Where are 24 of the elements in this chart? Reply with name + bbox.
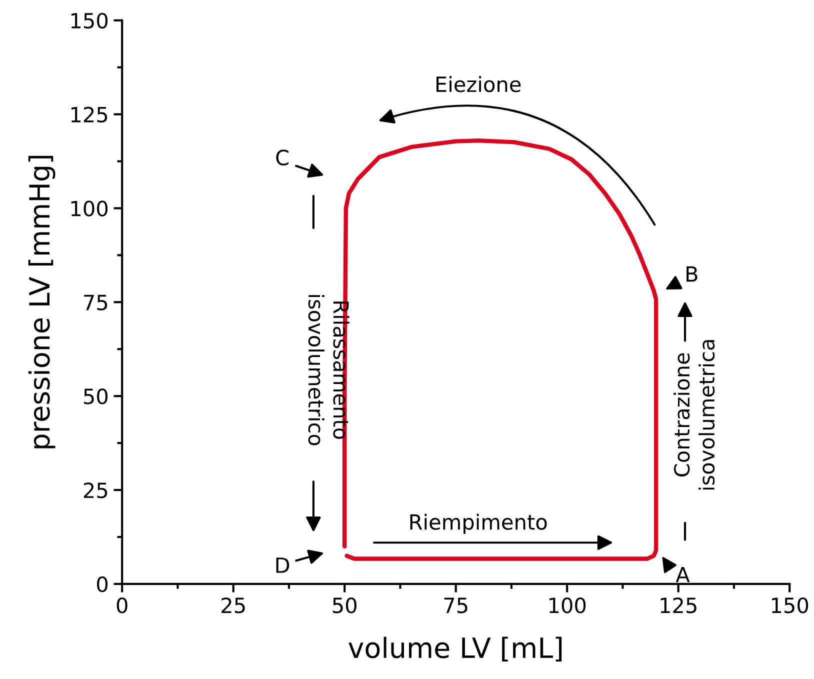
annotation: Rilassamento isovolumetrico (308, 295, 350, 446)
x-tick-label: 100 (549, 598, 586, 614)
annotation: C (276, 150, 288, 166)
y-tick-label: 0 (97, 576, 108, 592)
x-tick-label: 50 (332, 598, 356, 614)
x-tick-label: 125 (660, 598, 696, 614)
y-tick-label: 50 (84, 388, 108, 404)
y-axis-title: pressione LV [mmHg] (28, 156, 56, 448)
y-tick-label: 100 (71, 200, 108, 216)
annotation: Contrazione isovolumetrica (674, 340, 715, 490)
annotation: B (686, 266, 698, 282)
x-tick-label: 0 (116, 598, 128, 614)
y-tick-label: 25 (84, 482, 108, 498)
y-tick-label: 125 (71, 106, 108, 123)
annotation: Eiezione (436, 76, 521, 92)
y-tick-label: 150 (71, 12, 108, 29)
annotation: A (676, 566, 690, 582)
x-tick-label: 75 (444, 598, 468, 614)
x-axis-title: volume LV [mL] (348, 636, 562, 662)
annotation: D (276, 558, 290, 573)
x-tick-label: 25 (222, 598, 245, 614)
annotation: Riempimento (410, 514, 547, 534)
y-tick-label: 75 (84, 294, 108, 310)
x-tick-label: 150 (772, 598, 808, 614)
